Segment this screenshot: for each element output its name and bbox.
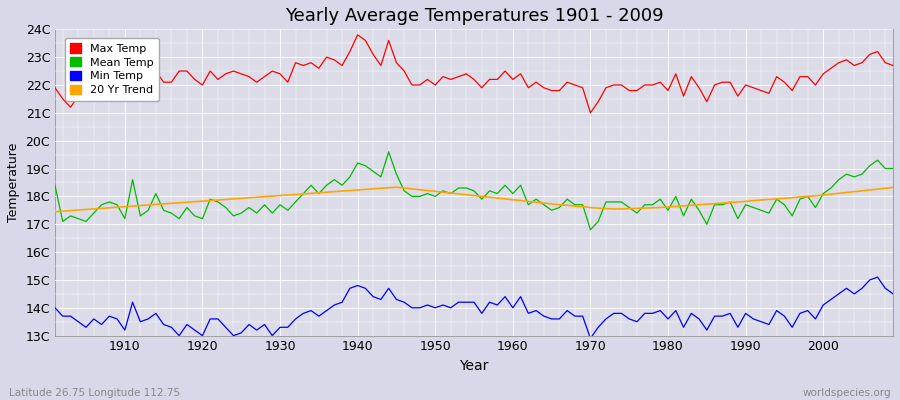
X-axis label: Year: Year: [459, 359, 489, 373]
Legend: Max Temp, Mean Temp, Min Temp, 20 Yr Trend: Max Temp, Mean Temp, Min Temp, 20 Yr Tre…: [65, 38, 159, 101]
Text: Latitude 26.75 Longitude 112.75: Latitude 26.75 Longitude 112.75: [9, 388, 180, 398]
Y-axis label: Temperature: Temperature: [7, 143, 20, 222]
Title: Yearly Average Temperatures 1901 - 2009: Yearly Average Temperatures 1901 - 2009: [284, 7, 663, 25]
Text: worldspecies.org: worldspecies.org: [803, 388, 891, 398]
